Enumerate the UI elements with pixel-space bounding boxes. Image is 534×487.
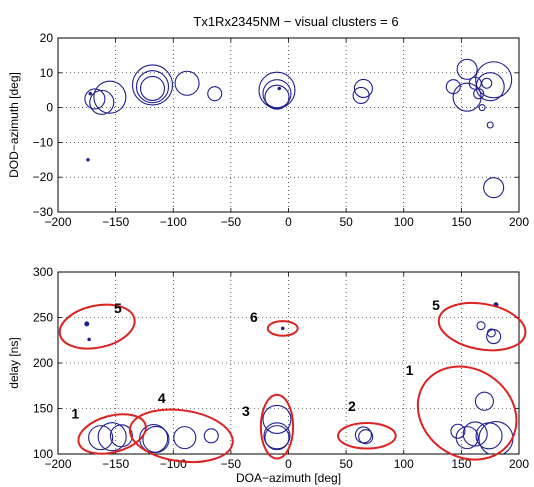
x-tick-label: 50 [339, 457, 353, 471]
x-axis-label: DOA−azimuth [deg] [236, 471, 341, 485]
x-tick-label: 150 [451, 215, 471, 229]
data-point [173, 426, 197, 450]
cluster-ellipse [416, 365, 518, 461]
data-point [456, 58, 478, 80]
cluster-ellipse [77, 413, 147, 455]
cluster-ellipse [259, 393, 295, 460]
x-tick-label: −200 [44, 457, 71, 471]
data-layer [84, 58, 513, 199]
data-point [450, 423, 466, 439]
data-point [262, 79, 292, 109]
data-point [280, 326, 285, 331]
x-tick-label: −100 [160, 215, 187, 229]
data-point [481, 77, 493, 89]
y-tick-label: −30 [33, 205, 54, 219]
data-point [135, 70, 170, 104]
data-point [262, 404, 292, 434]
cluster-label: 5 [114, 300, 122, 316]
x-tick-label: 100 [394, 457, 414, 471]
data-point [486, 329, 502, 345]
x-tick-label: 50 [339, 215, 353, 229]
y-tick-label: 200 [33, 356, 53, 370]
data-point [139, 75, 166, 102]
cluster-label: 4 [158, 390, 166, 406]
data-point [87, 337, 91, 342]
x-tick-label: −50 [221, 215, 242, 229]
y-tick-label: 0 [46, 101, 53, 115]
data-point [486, 121, 494, 129]
cluster-label: 3 [242, 403, 250, 419]
y-tick-label: 300 [33, 265, 53, 279]
data-point [475, 72, 505, 102]
data-point [475, 61, 513, 99]
cluster-label: 1 [406, 362, 414, 378]
data-point [203, 428, 219, 444]
cluster-label: 6 [250, 309, 258, 325]
data-point [462, 421, 488, 447]
top-panel: −200 −150 −100 −50 0 50 100 150 200−30−20−100102… [7, 31, 529, 229]
cluster-label: 1 [71, 406, 79, 422]
data-point [455, 426, 479, 450]
y-tick-label: 10 [40, 66, 54, 80]
x-tick-label: 200 [509, 457, 529, 471]
data-point [109, 424, 133, 448]
data-point [93, 80, 127, 114]
data-point [142, 425, 170, 453]
plot-area [58, 38, 519, 212]
data-point [131, 64, 174, 106]
cluster-ellipse [437, 301, 527, 352]
x-tick-label: 200 [509, 215, 529, 229]
data-point [264, 425, 290, 451]
data-point [478, 104, 486, 112]
x-tick-label: −50 [221, 457, 242, 471]
cluster-label: 5 [432, 297, 440, 313]
x-tick-label: −150 [102, 215, 129, 229]
data-point [483, 177, 505, 199]
data-point [97, 422, 127, 452]
x-tick-label: 0 [285, 457, 292, 471]
x-tick-label: 150 [451, 457, 471, 471]
data-point [358, 429, 374, 445]
x-tick-label: −200 [44, 215, 71, 229]
cluster-ellipse [128, 408, 234, 464]
bottom-panel: −200 −150 −100 −50 0 50 100 150 2001001502002503… [7, 265, 529, 485]
y-tick-label: 100 [33, 447, 53, 461]
data-point [353, 78, 373, 99]
y-axis-label: DOD−azimuth [deg] [7, 72, 21, 178]
cluster-ellipse [58, 303, 136, 350]
data-point [84, 88, 106, 110]
data-point [476, 321, 486, 331]
y-tick-label: −10 [33, 135, 54, 149]
data-point [264, 84, 290, 110]
data-point [88, 425, 114, 451]
y-tick-label: 250 [33, 311, 53, 325]
y-tick-label: 20 [40, 31, 54, 45]
data-point [88, 91, 93, 96]
data-point [207, 86, 223, 102]
data-point [174, 70, 200, 96]
y-axis-label: delay [ns] [7, 337, 21, 388]
chart-title: Tx1Rx2345NM − visual clusters = 6 [193, 14, 398, 29]
data-point [352, 86, 370, 104]
cluster-ellipse [266, 320, 299, 337]
data-point [277, 86, 282, 91]
x-tick-label: −150 [102, 457, 129, 471]
data-point [84, 321, 90, 327]
x-tick-label: 0 [285, 215, 292, 229]
data-point [86, 158, 90, 162]
data-layer [84, 302, 514, 454]
y-tick-label: 150 [33, 402, 53, 416]
cluster-ellipse [337, 422, 397, 450]
data-point [473, 88, 485, 100]
data-point [89, 89, 115, 115]
x-tick-label: 100 [394, 215, 414, 229]
cluster-label: 2 [348, 398, 356, 414]
data-point [263, 422, 291, 450]
data-point [474, 391, 494, 411]
y-tick-label: −20 [33, 170, 54, 184]
